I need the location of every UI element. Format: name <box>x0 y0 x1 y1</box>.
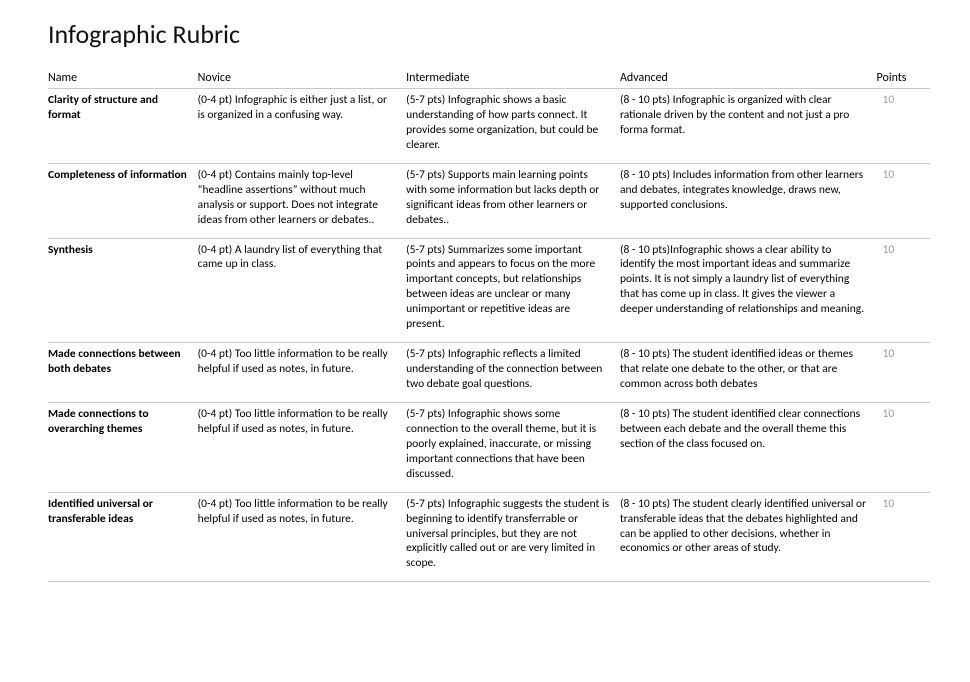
col-header-advanced: Advanced <box>620 68 877 89</box>
points-cell: 10 <box>877 492 930 582</box>
col-header-novice: Novice <box>198 68 406 89</box>
intermediate-cell: (5-7 pts) Infographic reflects a limited… <box>406 343 620 403</box>
points-cell: 10 <box>877 402 930 492</box>
points-cell: 10 <box>877 163 930 238</box>
criterion-name: Completeness of information <box>48 163 198 238</box>
table-row: Made connections to overarching themes(0… <box>48 402 930 492</box>
table-row: Made connections between both debates(0-… <box>48 343 930 403</box>
intermediate-cell: (5-7 pts) Infographic suggests the stude… <box>406 492 620 582</box>
advanced-cell: (8 - 10 pts)Infographic shows a clear ab… <box>620 238 877 343</box>
table-row: Clarity of structure and format(0-4 pt) … <box>48 89 930 164</box>
rubric-table: Name Novice Intermediate Advanced Points… <box>48 68 930 582</box>
intermediate-cell: (5-7 pts) Infographic shows a basic unde… <box>406 89 620 164</box>
table-row: Synthesis(0-4 pt) A laundry list of ever… <box>48 238 930 343</box>
intermediate-cell: (5-7 pts) Supports main learning points … <box>406 163 620 238</box>
col-header-intermediate: Intermediate <box>406 68 620 89</box>
table-header-row: Name Novice Intermediate Advanced Points <box>48 68 930 89</box>
criterion-name: Clarity of structure and format <box>48 89 198 164</box>
page-title: Infographic Rubric <box>48 18 930 50</box>
col-header-points: Points <box>877 68 930 89</box>
points-cell: 10 <box>877 238 930 343</box>
criterion-name: Made connections between both debates <box>48 343 198 403</box>
novice-cell: (0-4 pt) Too little information to be re… <box>198 402 406 492</box>
advanced-cell: (8 - 10 pts) Infographic is organized wi… <box>620 89 877 164</box>
intermediate-cell: (5-7 pts) Infographic shows some connect… <box>406 402 620 492</box>
criterion-name: Made connections to overarching themes <box>48 402 198 492</box>
table-row: Completeness of information(0-4 pt) Cont… <box>48 163 930 238</box>
criterion-name: Identified universal or transferable ide… <box>48 492 198 582</box>
advanced-cell: (8 - 10 pts) The student identified idea… <box>620 343 877 403</box>
points-cell: 10 <box>877 89 930 164</box>
advanced-cell: (8 - 10 pts) The student clearly identif… <box>620 492 877 582</box>
novice-cell: (0-4 pt) Contains mainly top-level “head… <box>198 163 406 238</box>
col-header-name: Name <box>48 68 198 89</box>
novice-cell: (0-4 pt) Too little information to be re… <box>198 492 406 582</box>
rubric-body: Clarity of structure and format(0-4 pt) … <box>48 89 930 582</box>
intermediate-cell: (5-7 pts) Summarizes some important poin… <box>406 238 620 343</box>
novice-cell: (0-4 pt) Infographic is either just a li… <box>198 89 406 164</box>
criterion-name: Synthesis <box>48 238 198 343</box>
advanced-cell: (8 - 10 pts) Includes information from o… <box>620 163 877 238</box>
advanced-cell: (8 - 10 pts) The student identified clea… <box>620 402 877 492</box>
novice-cell: (0-4 pt) A laundry list of everything th… <box>198 238 406 343</box>
table-row: Identified universal or transferable ide… <box>48 492 930 582</box>
novice-cell: (0-4 pt) Too little information to be re… <box>198 343 406 403</box>
points-cell: 10 <box>877 343 930 403</box>
rubric-page: Infographic Rubric Name Novice Intermedi… <box>0 0 970 602</box>
